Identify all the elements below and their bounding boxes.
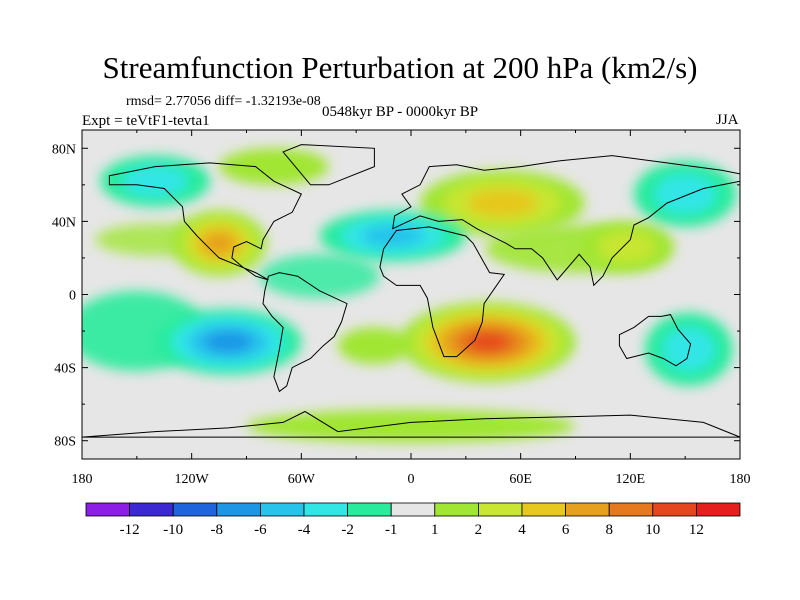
colorbar-swatch — [696, 502, 741, 517]
colorbar-label: -12 — [120, 522, 140, 538]
coast-eurasia — [392, 155, 740, 287]
colorbar-label: -4 — [298, 522, 311, 538]
band-atlantic — [259, 254, 380, 299]
colorbar-label: 10 — [645, 522, 660, 538]
season-label: JJA — [716, 112, 739, 128]
colorbar-label: 2 — [475, 522, 483, 538]
lon-tick-label: 180 — [72, 472, 93, 487]
colorbar-label: -10 — [163, 522, 183, 538]
colorbar-swatch — [390, 502, 436, 517]
latitude-axis: 80N 40N 0 40S 80S — [52, 142, 740, 450]
colorbar-label: 1 — [431, 522, 439, 538]
anomaly-cell-9 — [246, 409, 576, 443]
coast-antarctica — [82, 410, 740, 438]
coast-south-america — [262, 272, 348, 393]
lon-tick-label: 180 — [730, 472, 751, 487]
lat-tick-label: 80S — [54, 435, 76, 450]
period-label: 0548kyr BP - 0000kyr BP — [322, 104, 479, 120]
colorbar-label: -2 — [341, 522, 354, 538]
colorbar-swatch — [434, 502, 479, 517]
colorbar-swatch — [347, 502, 392, 517]
colorbar-label: 4 — [518, 522, 526, 538]
anomaly-cell-7 — [122, 165, 189, 197]
stats-text: rmsd= 2.77056 diff= -1.32193e-08 — [126, 94, 321, 109]
lat-tick-label: 40N — [52, 215, 76, 230]
anomaly-cell-1 — [467, 189, 538, 218]
coast-australia — [618, 314, 692, 367]
anomaly-cell-11 — [219, 148, 329, 185]
colorbar-label: 12 — [689, 522, 704, 538]
anomaly-cell-8 — [598, 231, 656, 263]
lon-tick-label: 60E — [509, 472, 532, 487]
coast-africa — [379, 226, 506, 358]
lon-tick-label: 0 — [408, 472, 415, 487]
colorbar-swatch — [216, 502, 261, 517]
colorbar-label: 6 — [562, 522, 570, 538]
colorbar-label: -1 — [385, 522, 398, 538]
colorbar-swatch — [608, 502, 654, 517]
colorbar-swatch — [521, 502, 566, 517]
anomaly-cell-3 — [203, 331, 253, 353]
lat-tick-label: 0 — [69, 289, 76, 304]
lon-tick-label: 60W — [288, 472, 316, 487]
colorbar: -12 -10 -8 -6 -4 -2 -1 1 2 4 6 8 10 12 — [85, 502, 741, 538]
colorbar-label: -6 — [254, 522, 267, 538]
longitude-axis: 180 120W 60W 0 60E 120E 180 — [72, 130, 751, 487]
lat-tick-label: 80N — [52, 142, 76, 157]
experiment-label: Expt = teVtF1-tevta1 — [82, 113, 210, 129]
plot-title: Streamfunction Perturbation at 200 hPa (… — [102, 50, 698, 85]
colorbar-label: 8 — [605, 522, 613, 538]
coast-north-america — [108, 162, 302, 281]
colorbar-swatch — [565, 502, 610, 517]
colorbar-label: -8 — [211, 522, 224, 538]
lon-tick-label: 120E — [616, 472, 646, 487]
coastlines — [82, 144, 740, 438]
lon-tick-label: 120W — [175, 472, 210, 487]
lat-tick-label: 40S — [54, 362, 76, 377]
coast-greenland — [282, 144, 375, 186]
colorbar-swatch — [85, 502, 130, 517]
colorbar-swatch — [129, 502, 174, 517]
colorbar-swatch — [477, 502, 523, 517]
anomaly-cell-2 — [203, 232, 235, 255]
anomaly-cell-0 — [467, 332, 509, 352]
colorbar-swatch — [303, 502, 348, 517]
anomaly-field — [82, 130, 740, 459]
anomaly-cell-5 — [654, 174, 716, 214]
anomaly-cell-10 — [337, 327, 412, 364]
colorbar-swatch — [172, 502, 218, 517]
colorbar-swatch — [259, 502, 305, 517]
colorbar-swatch — [652, 502, 697, 517]
